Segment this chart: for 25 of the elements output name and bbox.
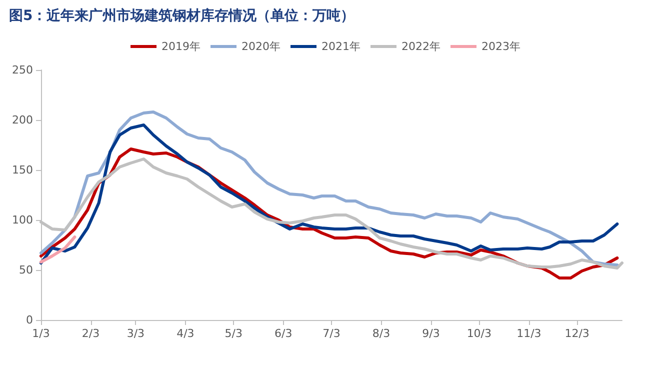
legend-label: 2022年 xyxy=(401,40,440,53)
x-tick-label: 6/3 xyxy=(274,327,292,340)
legend-label: 2021年 xyxy=(322,40,361,53)
x-tick-label: 2/3 xyxy=(82,327,100,340)
x-tick-label: 3/3 xyxy=(126,327,145,340)
legend-label: 2019年 xyxy=(162,40,201,53)
chart-title: 图5：近年来广州市场建筑钢材库存情况（单位：万吨） xyxy=(9,7,355,24)
x-tick-label: 1/3 xyxy=(32,327,50,340)
x-tick-label: 11/3 xyxy=(516,327,542,340)
y-tick-label: 100 xyxy=(12,214,33,226)
legend-label: 2023年 xyxy=(481,40,520,53)
legend-label: 2020年 xyxy=(242,40,281,53)
y-tick-label: 200 xyxy=(12,114,33,126)
y-tick-label: 150 xyxy=(12,164,33,176)
line-series xyxy=(40,236,76,264)
x-tick-label: 12/3 xyxy=(564,327,590,340)
y-tick-label: 50 xyxy=(19,264,33,276)
x-tick-label: 8/3 xyxy=(372,327,390,340)
x-tick-label: 4/3 xyxy=(176,327,194,340)
x-tick-label: 7/3 xyxy=(322,327,340,340)
x-tick-label: 10/3 xyxy=(466,327,492,340)
y-tick-label: 0 xyxy=(26,314,33,326)
y-tick-label: 250 xyxy=(12,64,33,76)
x-tick-label: 9/3 xyxy=(422,327,440,340)
x-tick-label: 5/3 xyxy=(224,327,242,340)
